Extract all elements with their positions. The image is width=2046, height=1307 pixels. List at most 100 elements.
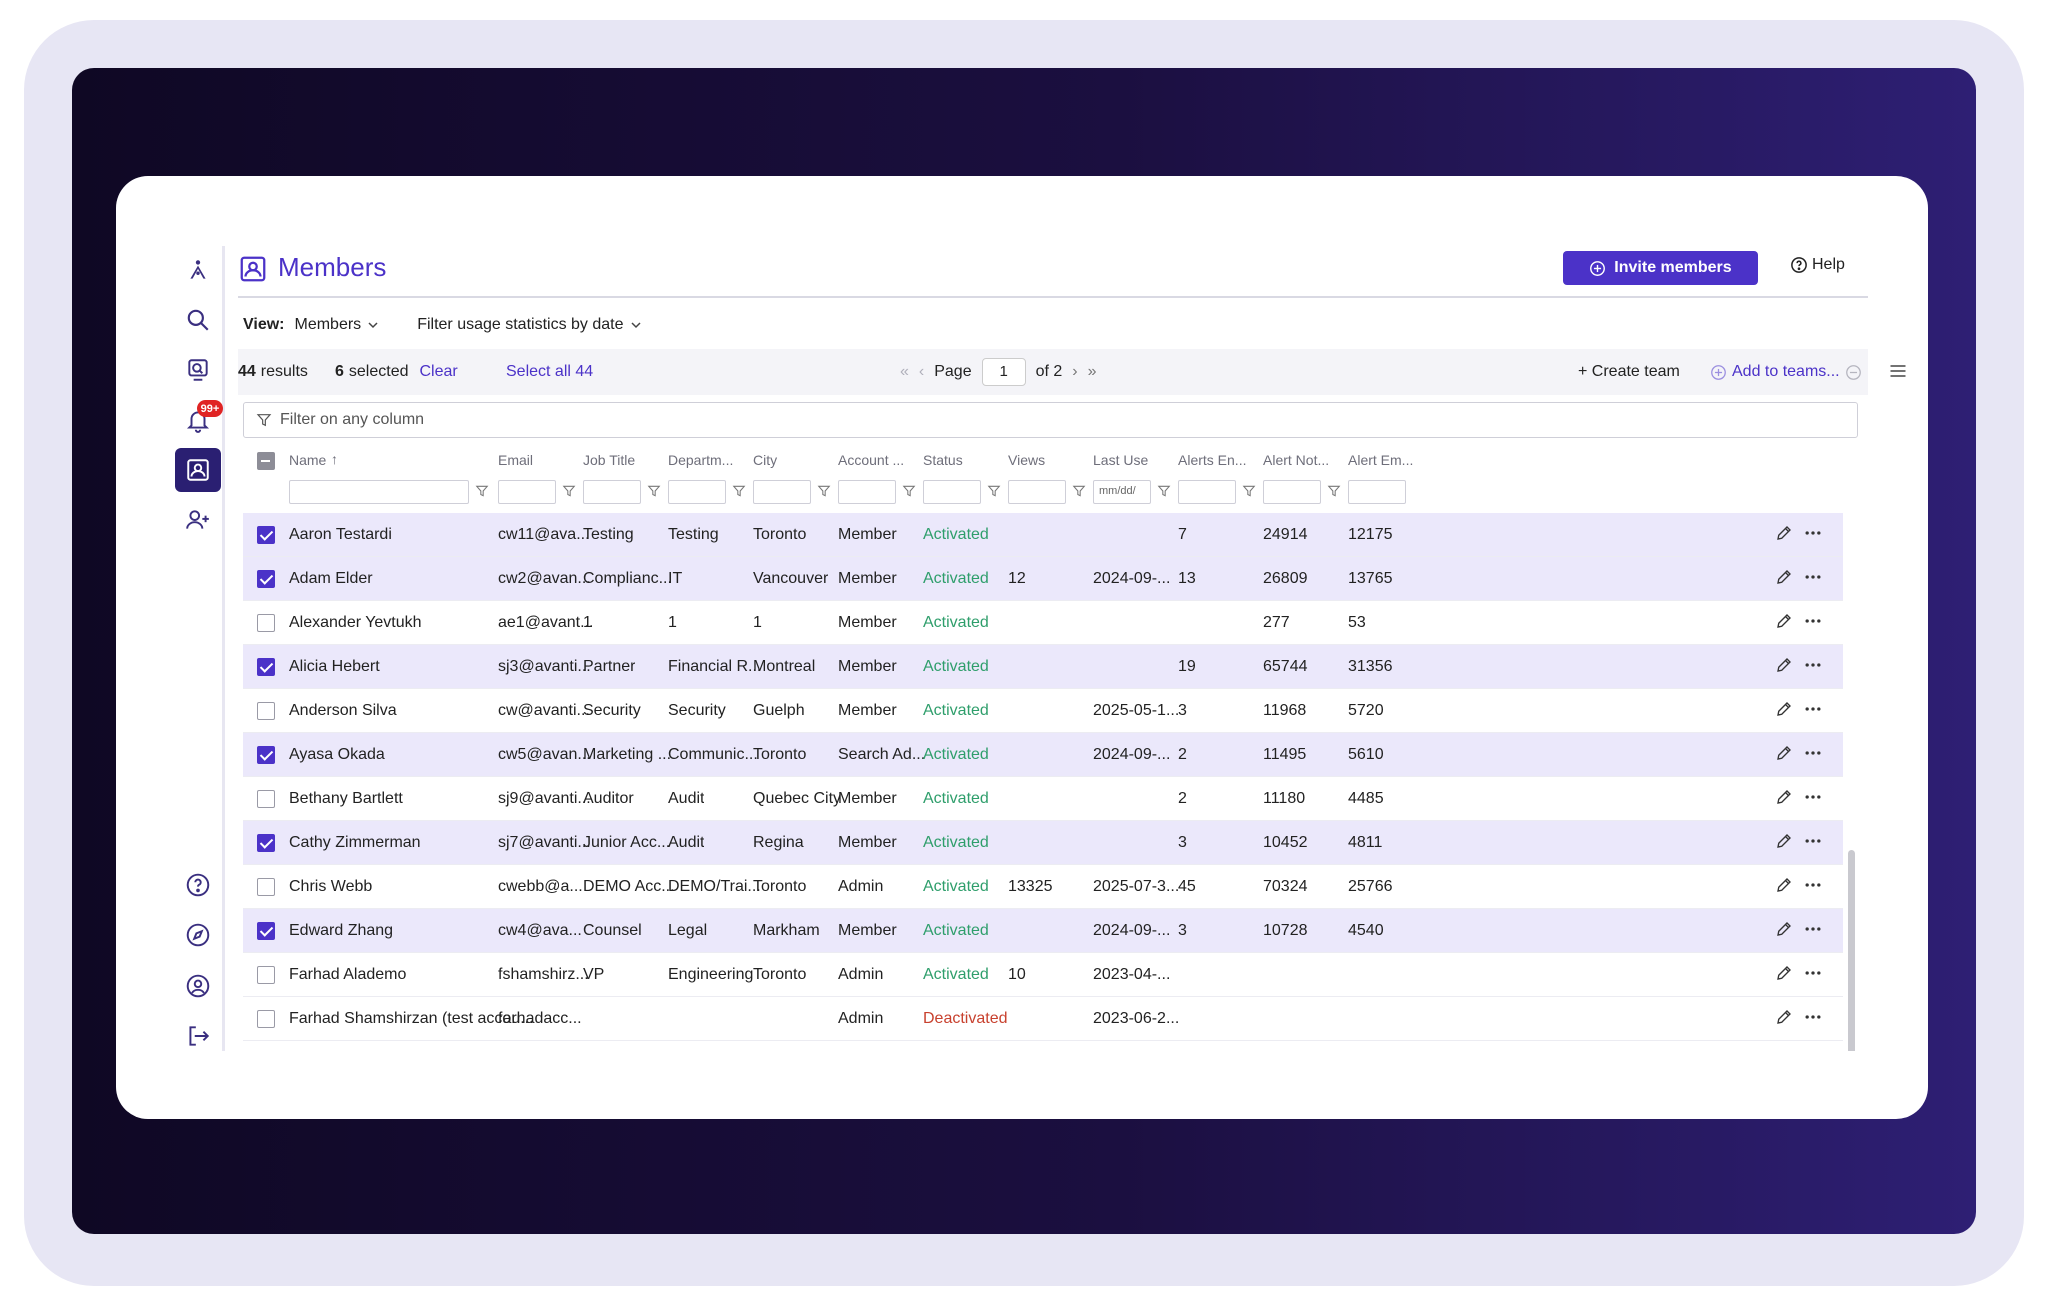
row-more-icon[interactable]	[1803, 655, 1823, 675]
column-filter-input-account[interactable]	[838, 480, 896, 504]
column-header-job[interactable]: Job Title	[583, 452, 636, 468]
select-all-checkbox[interactable]	[257, 452, 275, 470]
table-row[interactable]: Anderson Silva cw@avanti... Security Securi…	[243, 689, 1843, 733]
alerts-bell-icon[interactable]: 99+	[175, 398, 223, 442]
column-header-alert_em[interactable]: Alert Em...	[1348, 452, 1414, 468]
view-dropdown[interactable]: Members	[295, 316, 380, 334]
help-link[interactable]: Help	[1790, 256, 1845, 274]
column-filter-input-views[interactable]	[1008, 480, 1066, 504]
row-more-icon[interactable]	[1803, 787, 1823, 807]
remove-circle-icon[interactable]	[1845, 364, 1862, 381]
column-filter-icon[interactable]	[1157, 484, 1171, 498]
search-icon[interactable]	[175, 298, 221, 342]
invite-members-button[interactable]: Invite members	[1563, 251, 1758, 285]
profile-icon[interactable]	[175, 964, 221, 1008]
table-row[interactable]: Chris Webb cwebb@a... DEMO Acc... DEMO/Trai…	[243, 865, 1843, 909]
column-header-name[interactable]: Name	[289, 452, 327, 468]
row-checkbox[interactable]	[257, 702, 275, 720]
table-row[interactable]: Cathy Zimmerman sj7@avanti... Junior Acc..…	[243, 821, 1843, 865]
row-more-icon[interactable]	[1803, 611, 1823, 631]
create-team-button[interactable]: + Create team	[1578, 363, 1680, 380]
logo-icon[interactable]	[175, 248, 221, 292]
row-checkbox[interactable]	[257, 790, 275, 808]
row-more-icon[interactable]	[1803, 875, 1823, 895]
members-icon[interactable]	[175, 448, 221, 492]
edit-pencil-icon[interactable]	[1775, 1008, 1793, 1026]
add-user-icon[interactable]	[175, 498, 221, 542]
edit-pencil-icon[interactable]	[1775, 832, 1793, 850]
row-checkbox[interactable]	[257, 878, 275, 896]
column-filter-input-alerts_en[interactable]	[1178, 480, 1236, 504]
column-filter-input-city[interactable]	[753, 480, 811, 504]
row-checkbox[interactable]	[257, 526, 275, 544]
column-header-email[interactable]: Email	[498, 452, 534, 468]
row-more-icon[interactable]	[1803, 1007, 1823, 1027]
row-checkbox[interactable]	[257, 922, 275, 940]
row-more-icon[interactable]	[1803, 743, 1823, 763]
logout-icon[interactable]	[175, 1014, 221, 1058]
column-filter-icon[interactable]	[647, 484, 661, 498]
row-more-icon[interactable]	[1803, 963, 1823, 983]
column-filter-icon[interactable]	[562, 484, 576, 498]
table-row[interactable]: Edward Zhang cw4@ava... Counsel Legal Markha…	[243, 909, 1843, 953]
edit-pencil-icon[interactable]	[1775, 964, 1793, 982]
saved-searches-icon[interactable]	[175, 348, 221, 392]
first-page-icon[interactable]: «	[900, 363, 909, 380]
column-filter-icon[interactable]	[1242, 484, 1256, 498]
select-all-link[interactable]: Select all 44	[506, 363, 594, 380]
column-filter-input-email[interactable]	[498, 480, 556, 504]
column-filter-icon[interactable]	[902, 484, 916, 498]
row-checkbox[interactable]	[257, 570, 275, 588]
edit-pencil-icon[interactable]	[1775, 700, 1793, 718]
column-filter-icon[interactable]	[732, 484, 746, 498]
column-filter-icon[interactable]	[987, 484, 1001, 498]
help-circle-icon[interactable]	[175, 863, 221, 907]
edit-pencil-icon[interactable]	[1775, 788, 1793, 806]
page-input[interactable]: 1	[981, 358, 1026, 386]
next-page-icon[interactable]: ›	[1072, 363, 1078, 380]
table-row[interactable]: Farhad Shamshirzan (test accou... farhada…	[243, 997, 1843, 1041]
column-header-alerts_en[interactable]: Alerts En...	[1178, 452, 1247, 468]
column-filter-input-status[interactable]	[923, 480, 981, 504]
row-checkbox[interactable]	[257, 966, 275, 984]
column-filter-input-alert_not[interactable]	[1263, 480, 1321, 504]
column-filter-input-dept[interactable]	[668, 480, 726, 504]
row-checkbox[interactable]	[257, 658, 275, 676]
column-header-account[interactable]: Account ...	[838, 452, 905, 468]
column-filter-input-last[interactable]: mm/dd/	[1093, 480, 1151, 504]
edit-pencil-icon[interactable]	[1775, 612, 1793, 630]
add-to-teams-button[interactable]: Add to teams...	[1732, 363, 1840, 380]
table-row[interactable]: Ayasa Okada cw5@avan... Marketing ... Commu…	[243, 733, 1843, 777]
table-row[interactable]: Alexander Yevtukh ae1@avant... 1 1 1 Member Ac…	[243, 601, 1843, 645]
column-header-alert_not[interactable]: Alert Not...	[1263, 452, 1330, 468]
column-filter-input-name[interactable]	[289, 480, 469, 504]
usage-date-filter-dropdown[interactable]: Filter usage statistics by date	[417, 316, 641, 334]
row-more-icon[interactable]	[1803, 567, 1823, 587]
edit-pencil-icon[interactable]	[1775, 876, 1793, 894]
column-header-status[interactable]: Status	[923, 452, 963, 468]
row-checkbox[interactable]	[257, 614, 275, 632]
column-header-city[interactable]: City	[753, 452, 778, 468]
clear-selection-link[interactable]: Clear	[419, 363, 458, 380]
last-page-icon[interactable]: »	[1087, 363, 1097, 380]
density-icon[interactable]	[1888, 361, 1908, 381]
global-filter-input[interactable]: Filter on any column	[243, 402, 1858, 438]
row-checkbox[interactable]	[257, 834, 275, 852]
vertical-scrollbar[interactable]	[1848, 850, 1855, 1051]
row-more-icon[interactable]	[1803, 831, 1823, 851]
edit-pencil-icon[interactable]	[1775, 744, 1793, 762]
row-more-icon[interactable]	[1803, 919, 1823, 939]
table-row[interactable]: Aaron Testardi cw11@ava... Testing Testing T…	[243, 513, 1843, 557]
row-checkbox[interactable]	[257, 1010, 275, 1028]
table-row[interactable]: Adam Elder cw2@avan... Complianc... IT Vanco…	[243, 557, 1843, 601]
edit-pencil-icon[interactable]	[1775, 568, 1793, 586]
edit-pencil-icon[interactable]	[1775, 524, 1793, 542]
column-filter-icon[interactable]	[475, 484, 489, 498]
row-more-icon[interactable]	[1803, 523, 1823, 543]
column-header-last[interactable]: Last Use	[1093, 452, 1149, 468]
row-checkbox[interactable]	[257, 746, 275, 764]
column-filter-input-job[interactable]	[583, 480, 641, 504]
column-header-dept[interactable]: Departm...	[668, 452, 734, 468]
table-row[interactable]: Bethany Bartlett sj9@avanti... Auditor Audi…	[243, 777, 1843, 821]
edit-pencil-icon[interactable]	[1775, 920, 1793, 938]
